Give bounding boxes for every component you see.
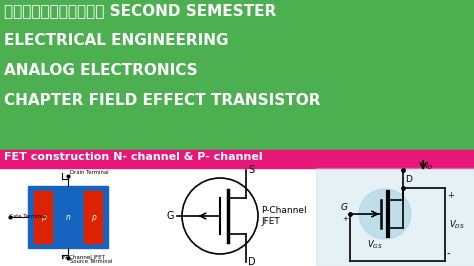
Text: +: + (342, 216, 348, 222)
Text: S: S (248, 165, 254, 175)
Text: G: G (341, 203, 348, 212)
Text: +: + (447, 191, 454, 200)
Text: ANALOG ELECTRONICS: ANALOG ELECTRONICS (4, 63, 198, 78)
Bar (316, 168, 474, 266)
Text: $V_{DS}$: $V_{DS}$ (449, 219, 465, 231)
Text: D: D (405, 175, 412, 184)
Text: CHAPTER FIELD EFFECT TRANSISTOR: CHAPTER FIELD EFFECT TRANSISTOR (4, 93, 320, 108)
Text: Drain Terminal: Drain Terminal (70, 170, 109, 175)
Text: Source Terminal: Source Terminal (70, 259, 112, 264)
Text: p: p (91, 213, 95, 222)
Text: $V_{GS}$: $V_{GS}$ (367, 239, 383, 251)
Text: G: G (166, 211, 174, 221)
Ellipse shape (359, 189, 411, 239)
Bar (0, 168, 474, 266)
Bar (0, 0, 474, 150)
Bar (84, 191, 102, 243)
Bar (0, 150, 474, 168)
Text: p: p (41, 213, 46, 222)
Text: -: - (447, 248, 450, 258)
Text: P-Channel
JFET: P-Channel JFET (261, 206, 307, 226)
Bar (28, 186, 108, 248)
Text: ELECTRICAL ENGINEERING: ELECTRICAL ENGINEERING (4, 33, 228, 48)
Text: FET construction N- channel & P- channel: FET construction N- channel & P- channel (4, 152, 263, 162)
Text: D: D (248, 257, 255, 266)
Text: $I_D$: $I_D$ (425, 160, 433, 172)
Text: n: n (65, 213, 71, 222)
Bar (34, 191, 52, 243)
Text: पालीटेक्निक SECOND SEMESTER: पालीटेक्निक SECOND SEMESTER (4, 3, 276, 18)
Text: N-Channel JFET: N-Channel JFET (63, 256, 105, 260)
Text: Gate Terminal: Gate Terminal (9, 214, 46, 219)
